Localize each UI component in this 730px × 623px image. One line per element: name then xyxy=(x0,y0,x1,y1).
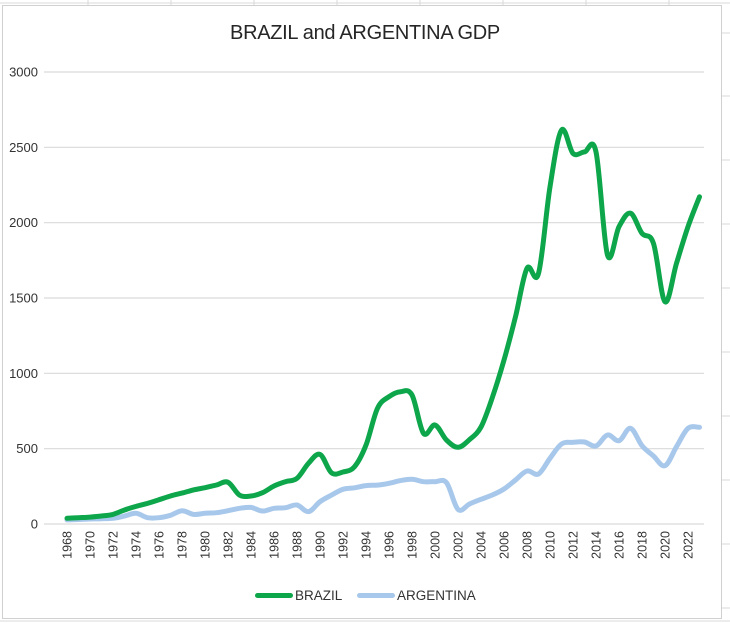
legend-item-brazil[interactable]: BRAZIL xyxy=(255,585,342,605)
series-line-brazil[interactable] xyxy=(64,126,702,521)
y-tick-label: 2500 xyxy=(9,140,38,155)
x-tick-label: 1984 xyxy=(245,531,259,559)
legend-swatch-brazil xyxy=(255,592,293,598)
x-tick-label: 1970 xyxy=(84,531,98,559)
x-tick-label: 1968 xyxy=(61,531,75,559)
legend-item-argentina[interactable]: ARGENTINA xyxy=(357,585,476,605)
x-tick-label: 2010 xyxy=(544,531,558,559)
legend-swatch-argentina xyxy=(357,592,395,598)
x-tick-label: 2008 xyxy=(521,531,535,559)
x-tick-label: 2004 xyxy=(475,531,489,559)
x-tick-label: 2018 xyxy=(636,531,650,559)
x-tick-label: 1976 xyxy=(153,531,167,559)
x-tick-label: 1998 xyxy=(406,531,420,559)
x-tick-label: 1994 xyxy=(360,531,374,559)
y-tick-label: 2000 xyxy=(9,215,38,230)
x-axis-tick-labels: 1968 1970 1972 1974 1976 1978 1980 1982 1984 1986… xyxy=(61,531,696,559)
x-tick-label: 1996 xyxy=(383,531,397,559)
legend-label-brazil: BRAZIL xyxy=(295,587,343,603)
x-tick-label: 2014 xyxy=(590,531,604,559)
x-tick-label: 2000 xyxy=(429,531,443,559)
y-tick-label: 0 xyxy=(31,517,38,532)
legend: BRAZIL ARGENTINA xyxy=(0,585,730,605)
x-tick-label: 1974 xyxy=(130,531,144,559)
x-tick-label: 1988 xyxy=(291,531,305,559)
y-axis-tick-labels: 0 500 1000 1500 2000 2500 3000 xyxy=(9,65,38,532)
chart-title: BRAZIL and ARGENTINA GDP xyxy=(230,22,500,44)
y-tick-label: 500 xyxy=(16,441,38,456)
x-tick-label: 2002 xyxy=(452,531,466,559)
x-tick-label: 2020 xyxy=(659,531,673,559)
x-tick-label: 2006 xyxy=(498,531,512,559)
x-tick-label: 1972 xyxy=(107,531,121,559)
x-tick-label: 1992 xyxy=(337,531,351,559)
x-tick-label: 1982 xyxy=(222,531,236,559)
x-tick-label: 1978 xyxy=(176,531,190,559)
x-tick-label: 1990 xyxy=(314,531,328,559)
x-tick-label: 2022 xyxy=(682,531,696,559)
gridlines xyxy=(44,71,704,525)
y-tick-label: 1500 xyxy=(9,291,38,306)
x-tick-label: 1986 xyxy=(268,531,282,559)
series-lines xyxy=(64,126,702,523)
x-tick-label: 2012 xyxy=(567,531,581,559)
legend-label-argentina: ARGENTINA xyxy=(397,587,476,603)
y-tick-label: 1000 xyxy=(9,366,38,381)
x-tick-label: 2016 xyxy=(613,531,627,559)
series-line-argentina[interactable] xyxy=(64,424,702,523)
y-tick-label: 3000 xyxy=(9,65,38,80)
x-tick-label: 1980 xyxy=(199,531,213,559)
